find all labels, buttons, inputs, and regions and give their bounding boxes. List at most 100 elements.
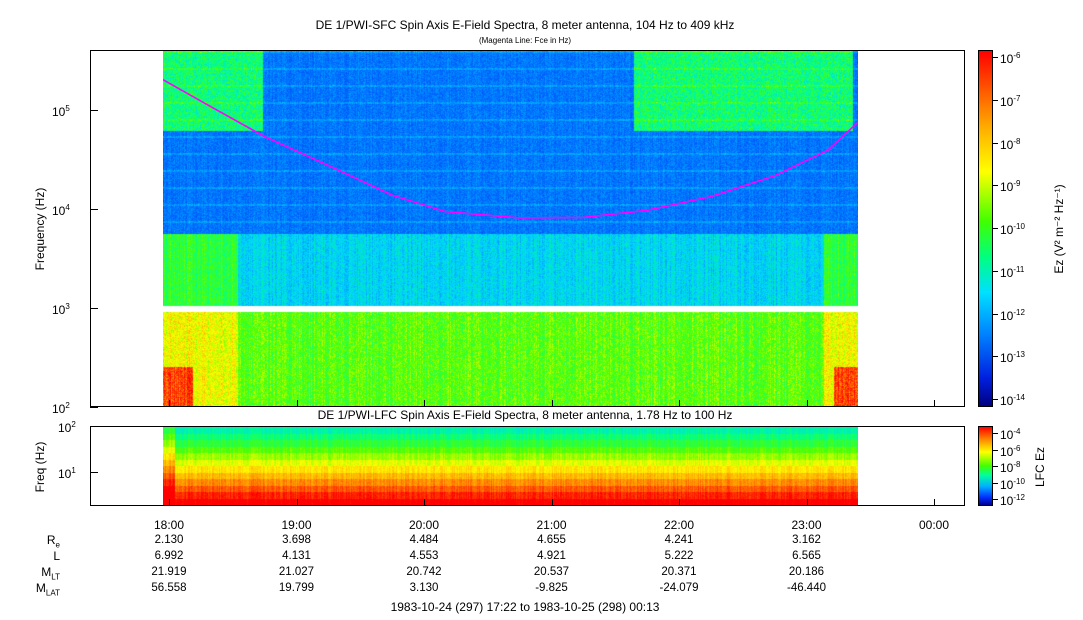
lfc-colorbar-tick-mark xyxy=(993,433,998,434)
time-tick xyxy=(296,499,298,506)
sfc-colorbar-tick: 10-8 xyxy=(1000,136,1021,152)
lfc-ytick xyxy=(90,426,98,427)
lfc-colorbar-tick-mark xyxy=(993,449,998,451)
ephem-value: 21.919 xyxy=(151,566,187,578)
ephem-value: 4.655 xyxy=(537,534,566,546)
ephem-row-label: Re xyxy=(46,533,60,550)
ephem-row-label: MLT xyxy=(41,565,60,582)
ephem-value: 3.130 xyxy=(409,582,439,594)
sfc-colorbar-tick-mark xyxy=(993,99,998,101)
time-range-label: 1983-10-24 (297) 17:22 to 1983-10-25 (29… xyxy=(390,600,660,614)
lfc-colorbar-tick: 10-12 xyxy=(1000,493,1025,508)
ephem-value: 4.131 xyxy=(282,550,311,562)
sfc-colorbar-tick: 10-11 xyxy=(1000,264,1025,280)
lfc-title: DE 1/PWI-LFC Spin Axis E-Field Spectra, … xyxy=(317,408,733,422)
time-tick xyxy=(424,400,425,407)
sfc-ytick xyxy=(90,308,98,310)
sfc-ytick-label: 104 xyxy=(52,203,70,219)
sfc-subtitle: (Magenta Line: Fce in Hz) xyxy=(478,36,572,45)
time-tick xyxy=(424,499,425,506)
sfc-colorbar-tick-mark xyxy=(993,228,998,229)
lfc-colorbar-tick: 10-10 xyxy=(1000,476,1025,492)
sfc-title: DE 1/PWI-SFC Spin Axis E-Field Spectra, … xyxy=(315,18,735,32)
time-tick xyxy=(169,499,170,506)
ephem-value: 2.130 xyxy=(154,534,184,546)
ephem-value: 56.558 xyxy=(151,582,187,594)
ephem-value: 5.222 xyxy=(664,550,694,562)
lfc-colorbar-tick: 10-8 xyxy=(1000,460,1021,475)
sfc-ylabel: Frequency (Hz) xyxy=(33,187,47,271)
lfc-colorbar-tick-mark xyxy=(993,482,998,484)
time-tick xyxy=(679,499,680,506)
sfc-ytick xyxy=(90,407,98,408)
ephem-row-label: MLAT xyxy=(35,581,60,598)
sfc-spectrogram xyxy=(163,51,858,406)
sfc-ytick-label: 102 xyxy=(52,401,70,416)
sfc-colorbar-tick: 10-10 xyxy=(1000,222,1025,237)
lfc-spectrogram xyxy=(163,427,858,505)
ephem-value: 21.027 xyxy=(278,566,315,578)
sfc-colorbar-tick-mark xyxy=(993,313,998,315)
sfc-colorbar-tick: 10-7 xyxy=(1000,93,1021,109)
sfc-ytick-label: 105 xyxy=(52,104,70,120)
lfc-ytick-label: 101 xyxy=(58,465,76,481)
sfc-ytick xyxy=(90,209,98,211)
sfc-colorbar xyxy=(978,50,993,407)
time-tick-label: 23:00 xyxy=(791,518,822,532)
fce-line xyxy=(163,78,858,219)
sfc-colorbar-tick: 10-6 xyxy=(1000,51,1021,66)
time-tick xyxy=(934,400,935,407)
sfc-colorbar-tick-mark xyxy=(993,356,998,358)
ephem-value: 4.921 xyxy=(537,550,566,562)
sfc-colorbar-tick: 10-14 xyxy=(1000,393,1025,408)
time-tick xyxy=(679,400,680,407)
time-tick xyxy=(934,499,935,506)
lfc-colorbar-tick: 10-6 xyxy=(1000,443,1021,459)
sfc-colorbar-tick-mark xyxy=(993,185,998,187)
sfc-colorbar-tick-mark xyxy=(993,57,998,58)
time-tick xyxy=(551,400,553,407)
ephem-value: 6.992 xyxy=(154,550,184,562)
sfc-colorbar-tick-mark xyxy=(993,142,998,144)
ephem-value: 6.565 xyxy=(792,550,821,562)
time-tick xyxy=(169,400,170,407)
ephem-value: -46.440 xyxy=(786,582,826,594)
sfc-colorbar-tick-mark xyxy=(993,399,998,400)
lfc-colorbar xyxy=(978,426,993,506)
ephem-value: -9.825 xyxy=(535,582,568,594)
sfc-colorbar-tick: 10-9 xyxy=(1000,179,1021,195)
ephem-value: 20.742 xyxy=(406,566,442,578)
ephem-value: 3.698 xyxy=(282,534,311,546)
lfc-colorbar-tick: 10-4 xyxy=(1000,427,1021,442)
lfc-ytick xyxy=(90,471,98,473)
lfc-ytick-label: 102 xyxy=(58,420,76,435)
time-tick xyxy=(806,499,808,506)
lfc-colorbar-tick-mark xyxy=(993,466,998,467)
ephem-value: 3.162 xyxy=(792,534,821,546)
time-tick-label: 21:00 xyxy=(536,518,567,532)
fce-line-path xyxy=(163,78,858,219)
ephem-value: 20.186 xyxy=(788,566,825,578)
sfc-colorbar-tick-mark xyxy=(993,270,998,272)
time-tick-label: 18:00 xyxy=(153,518,185,532)
time-tick xyxy=(551,499,553,506)
ephem-value: 19.799 xyxy=(278,582,315,594)
time-tick-label: 22:00 xyxy=(663,518,695,532)
lfc-colorbar-label: LFC Ez xyxy=(1033,447,1047,488)
lfc-ylabel: Freq (Hz) xyxy=(33,441,47,493)
time-tick-label: 19:00 xyxy=(281,518,312,532)
sfc-colorbar-label: Ez (V² m⁻² Hz⁻¹) xyxy=(1052,184,1066,274)
ephem-value: -24.079 xyxy=(659,582,699,594)
sfc-colorbar-tick: 10-12 xyxy=(1000,307,1025,323)
sfc-colorbar-tick: 10-13 xyxy=(1000,350,1025,366)
ephem-value: 20.537 xyxy=(533,566,570,578)
lfc-colorbar-tick-mark xyxy=(993,499,998,500)
ephem-value: 4.241 xyxy=(664,534,694,546)
sfc-ytick-label: 103 xyxy=(52,302,70,318)
time-tick-label: 20:00 xyxy=(408,518,440,532)
ephem-row-label: L xyxy=(53,549,60,563)
time-tick-label: 00:00 xyxy=(918,518,950,532)
sfc-ytick xyxy=(90,110,98,112)
ephem-value: 4.553 xyxy=(409,550,439,562)
ephem-value: 20.371 xyxy=(661,566,697,578)
